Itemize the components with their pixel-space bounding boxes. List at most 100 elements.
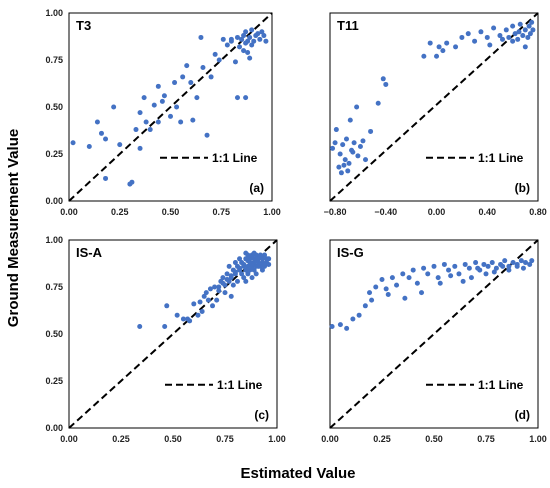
x-tick-label-a-4: 1.00	[263, 207, 281, 217]
point-b-29	[440, 48, 446, 54]
point-a-58	[259, 29, 265, 35]
point-b-7	[341, 162, 347, 168]
point-c-81	[232, 269, 238, 275]
point-c-76	[253, 258, 259, 264]
x-tick-label-c-1: 0.25	[112, 434, 130, 444]
x-tick-label-c-3: 0.75	[216, 434, 234, 444]
point-b-56	[522, 44, 528, 50]
point-b-44	[512, 31, 518, 37]
point-d-45	[419, 290, 425, 296]
point-d-8	[373, 284, 379, 290]
point-b-41	[503, 27, 509, 33]
point-d-55	[529, 258, 535, 264]
x-tick-label-b-0: −0.80	[324, 207, 347, 217]
point-c-7	[191, 301, 197, 307]
point-a-34	[212, 51, 218, 57]
point-b-51	[526, 23, 532, 29]
y-tick-label-a-0: 0.00	[45, 196, 63, 206]
point-a-2	[94, 119, 100, 125]
point-d-15	[410, 267, 416, 273]
point-c-82	[228, 273, 234, 279]
x-tick-label-c-4: 1.00	[268, 434, 286, 444]
point-d-18	[425, 271, 431, 277]
point-d-23	[452, 263, 458, 269]
point-c-42	[243, 278, 249, 284]
point-d-10	[383, 286, 389, 292]
point-b-53	[529, 19, 535, 25]
point-d-41	[460, 278, 466, 284]
point-a-29	[194, 95, 200, 101]
point-a-13	[141, 95, 147, 101]
point-d-11	[389, 275, 395, 281]
point-c-32	[234, 278, 240, 284]
point-c-10	[199, 308, 205, 314]
point-c-6	[187, 318, 193, 324]
point-d-39	[523, 260, 529, 266]
point-a-36	[220, 36, 226, 42]
point-a-57	[257, 36, 263, 42]
point-c-43	[245, 263, 251, 269]
point-a-21	[168, 113, 173, 119]
point-d-51	[500, 263, 506, 269]
point-a-3	[98, 130, 104, 136]
point-a-12	[137, 145, 143, 151]
point-b-55	[510, 38, 516, 44]
point-a-35	[216, 57, 222, 63]
point-c-14	[207, 286, 213, 292]
panel-letter-b: (b)	[515, 181, 530, 195]
point-b-4	[337, 151, 343, 157]
point-c-27	[228, 293, 234, 299]
point-a-56	[255, 31, 261, 37]
point-b-47	[517, 21, 523, 27]
point-d-13	[400, 271, 406, 277]
y-tick-label-c-2: 0.50	[45, 329, 63, 339]
x-tick-label-b-3: 0.40	[479, 207, 497, 217]
point-a-5	[103, 136, 109, 142]
y-tick-label-a-4: 1.00	[45, 8, 63, 18]
point-d-14	[406, 275, 412, 281]
point-d-27	[473, 260, 479, 266]
point-a-9	[129, 179, 135, 185]
point-b-46	[516, 29, 522, 35]
point-b-54	[530, 27, 536, 33]
point-d-30	[485, 263, 491, 269]
point-b-23	[380, 76, 386, 82]
x-tick-label-b-2: 0.00	[428, 207, 446, 217]
y-tick-label-a-2: 0.50	[45, 102, 63, 112]
point-b-52	[527, 31, 533, 37]
point-c-9	[197, 299, 203, 305]
point-a-16	[151, 102, 157, 108]
point-c-4	[180, 316, 186, 322]
point-c-64	[262, 263, 268, 269]
point-c-35	[237, 256, 243, 262]
point-b-9	[343, 136, 349, 142]
point-c-77	[257, 254, 263, 260]
point-d-29	[481, 261, 487, 267]
point-c-12	[203, 290, 209, 296]
point-c-45	[245, 271, 251, 277]
panel-d: 0.00 0.25 0.50 0.75 1.00 IS-G 1:1 Line (d)	[321, 239, 547, 444]
point-d-53	[483, 271, 489, 277]
point-c-36	[239, 271, 245, 277]
point-c-22	[222, 290, 228, 296]
point-a-47	[243, 29, 249, 35]
point-a-30	[198, 34, 204, 40]
one-to-one-line-a	[68, 12, 273, 202]
point-a-20	[161, 93, 167, 99]
point-c-1	[162, 323, 168, 329]
point-a-23	[174, 104, 180, 110]
point-b-8	[342, 157, 348, 163]
point-a-41	[234, 34, 240, 40]
point-d-31	[489, 260, 495, 266]
point-a-59	[261, 33, 267, 39]
legend-label-d: 1:1 Line	[478, 378, 524, 392]
panel-b: −0.80 −0.40 0.00 0.40 0.80 T11 1:1 Line (b)	[324, 12, 547, 217]
point-d-1	[337, 322, 343, 328]
x-tick-label-d-3: 0.75	[477, 434, 495, 444]
point-a-1	[86, 143, 92, 149]
point-d-46	[402, 295, 408, 301]
point-a-51	[247, 55, 253, 61]
point-b-34	[472, 38, 478, 44]
panel-a: 0.00 0.25 0.50 0.75 1.00 0.00 0.25 0.50 0.75 1.00…	[45, 8, 280, 217]
